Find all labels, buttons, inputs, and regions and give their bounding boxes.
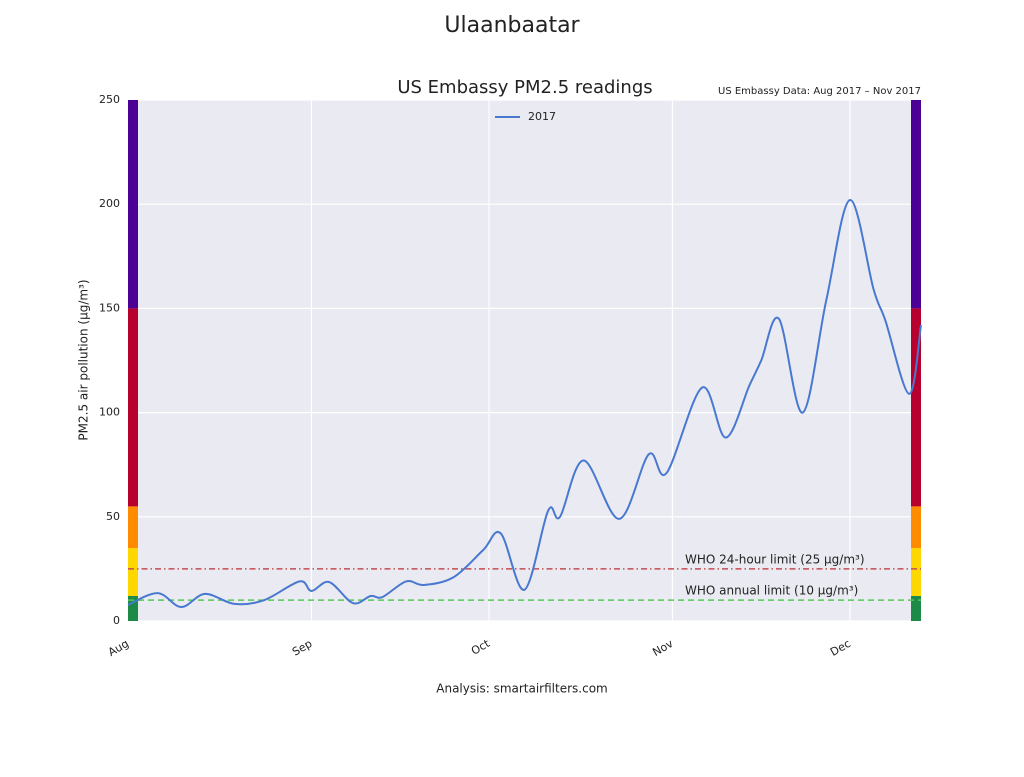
y-tick-label: 200 xyxy=(99,197,120,210)
y-tick-label: 250 xyxy=(99,93,120,106)
x-tick-label: Aug xyxy=(106,637,131,659)
x-tick-label: Oct xyxy=(469,637,493,658)
x-tick-label: Nov xyxy=(650,637,676,659)
chart-title: US Embassy PM2.5 readings xyxy=(397,77,652,98)
y-tick-label: 100 xyxy=(99,406,120,419)
reference-label: WHO annual limit (10 μg/m³) xyxy=(685,584,858,598)
x-tick-label: Dec xyxy=(828,637,853,659)
y-tick-label: 150 xyxy=(99,301,120,314)
y-tick-label: 50 xyxy=(106,510,120,523)
y-tick-label: 0 xyxy=(113,614,120,627)
y-axis-label: PM2.5 air pollution (μg/m³) xyxy=(77,279,91,440)
legend-label: 2017 xyxy=(528,110,556,123)
footer: Analysis: smartairfilters.com xyxy=(436,682,607,696)
aqi-band xyxy=(128,548,138,596)
aqi-band xyxy=(128,308,138,507)
aqi-band xyxy=(128,100,138,309)
suptitle: Ulaanbaatar xyxy=(444,13,580,38)
aqi-band xyxy=(911,595,921,621)
aqi-band xyxy=(128,595,138,621)
x-tick-label: Sep xyxy=(290,637,314,659)
aqi-band xyxy=(911,100,921,309)
note: US Embassy Data: Aug 2017 – Nov 2017 xyxy=(718,86,921,97)
plot-background xyxy=(128,100,921,621)
reference-label: WHO 24-hour limit (25 μg/m³) xyxy=(685,552,865,566)
aqi-band xyxy=(911,548,921,596)
data-line xyxy=(127,199,922,609)
aqi-band xyxy=(911,506,921,549)
aqi-band xyxy=(128,506,138,549)
aqi-band xyxy=(911,308,921,507)
